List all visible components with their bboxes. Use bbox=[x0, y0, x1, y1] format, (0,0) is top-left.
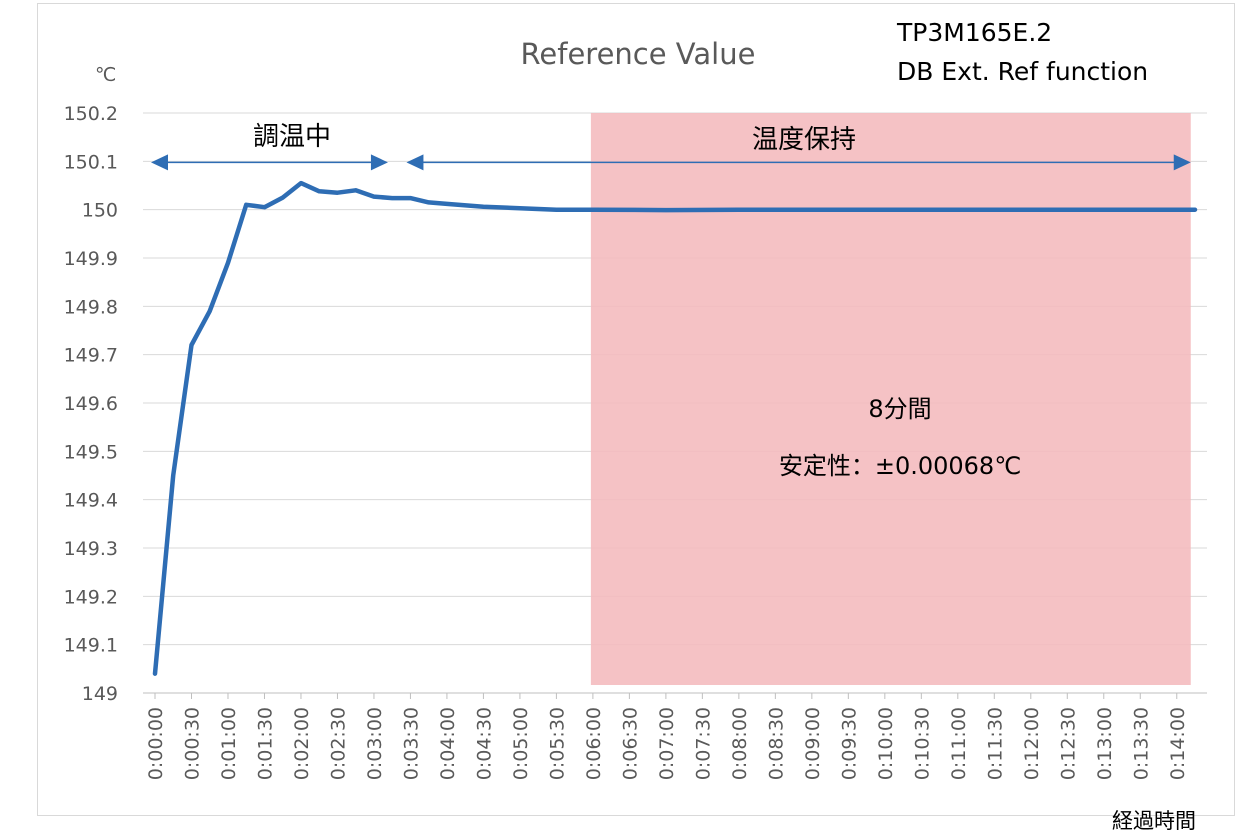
x-tick-label: 0:00:00 bbox=[145, 707, 167, 780]
x-tick-label: 0:08:30 bbox=[765, 707, 787, 780]
y-tick-label: 149.8 bbox=[64, 296, 118, 318]
x-tick-label: 0:09:00 bbox=[802, 707, 824, 780]
x-tick-label: 0:00:30 bbox=[181, 707, 203, 780]
x-tick-label: 0:10:30 bbox=[911, 707, 933, 780]
x-tick-label: 0:10:00 bbox=[875, 707, 897, 780]
x-tick-label: 0:04:00 bbox=[437, 707, 459, 780]
arrow-head-left bbox=[406, 154, 424, 171]
x-tick-label: 0:08:00 bbox=[729, 707, 751, 780]
x-tick-label: 0:14:00 bbox=[1167, 707, 1189, 780]
y-tick-label: 150.2 bbox=[64, 103, 118, 125]
holding-label: 温度保持 bbox=[752, 125, 856, 155]
product-label: TP3M165E.2 bbox=[896, 18, 1052, 47]
x-tick-label: 0:04:30 bbox=[473, 707, 495, 780]
chart-title: Reference Value bbox=[521, 37, 756, 71]
x-tick-label: 0:13:30 bbox=[1130, 707, 1152, 780]
series-layer bbox=[152, 180, 1198, 676]
x-tick-label: 0:02:30 bbox=[327, 707, 349, 780]
x-tick-label: 0:06:30 bbox=[619, 707, 641, 780]
series-line bbox=[152, 180, 1198, 676]
adjusting-span-arrow bbox=[151, 154, 388, 171]
y-tick-label: 149 bbox=[82, 683, 118, 705]
y-tick-label: 149.3 bbox=[64, 538, 118, 560]
y-tick-label: 149.9 bbox=[64, 248, 118, 270]
x-tick-label: 0:07:30 bbox=[692, 707, 714, 780]
x-tick-label: 0:03:00 bbox=[364, 707, 386, 780]
y-tick-label: 149.7 bbox=[64, 345, 118, 367]
arrow-head-right bbox=[1173, 154, 1191, 171]
y-tick-label: 149.1 bbox=[64, 635, 118, 657]
axes: 149 149.1 149.2 149.3 149.4 149.5 149.6 149.7 14… bbox=[64, 103, 1207, 780]
stability-label: 安定性：±0.00068℃ bbox=[779, 452, 1021, 480]
x-tick-label: 0:02:00 bbox=[291, 707, 313, 780]
arrow-head-left bbox=[151, 154, 168, 171]
x-tick-label: 0:07:00 bbox=[656, 707, 678, 780]
adjusting-label: 調温中 bbox=[253, 122, 331, 152]
x-tick-label: 0:09:30 bbox=[838, 707, 860, 780]
x-axis-label: 経過時間 bbox=[1112, 809, 1196, 833]
x-tick-label: 0:11:30 bbox=[984, 707, 1006, 780]
y-tick-label: 149.2 bbox=[64, 586, 118, 608]
span-arrows bbox=[151, 154, 1191, 171]
x-tick-label: 0:13:00 bbox=[1094, 707, 1116, 780]
x-tick-label: 0:03:30 bbox=[400, 707, 422, 780]
x-tick-label: 0:12:30 bbox=[1057, 707, 1079, 780]
holding-span-arrow bbox=[406, 154, 1191, 171]
x-tick-label: 0:11:00 bbox=[948, 707, 970, 780]
y-tick-label: 149.4 bbox=[64, 490, 118, 512]
x-tick-label: 0:05:30 bbox=[546, 707, 568, 780]
y-tick-label: 150 bbox=[82, 200, 118, 222]
x-tick-label: 0:05:00 bbox=[510, 707, 532, 780]
duration-label: 8分間 bbox=[868, 395, 931, 423]
y-tick-label: 149.6 bbox=[64, 393, 118, 415]
x-tick-label: 0:01:30 bbox=[254, 707, 276, 780]
x-tick-label: 0:01:00 bbox=[218, 707, 240, 780]
y-tick-label: 149.5 bbox=[64, 441, 118, 463]
y-axis-unit: ℃ bbox=[95, 64, 116, 86]
y-tick-label: 150.1 bbox=[64, 151, 118, 173]
x-tick-label: 0:06:00 bbox=[583, 707, 605, 780]
x-tick-label: 0:12:00 bbox=[1021, 707, 1043, 780]
function-label: DB Ext. Ref function bbox=[897, 57, 1148, 86]
arrow-head-right bbox=[370, 154, 388, 171]
